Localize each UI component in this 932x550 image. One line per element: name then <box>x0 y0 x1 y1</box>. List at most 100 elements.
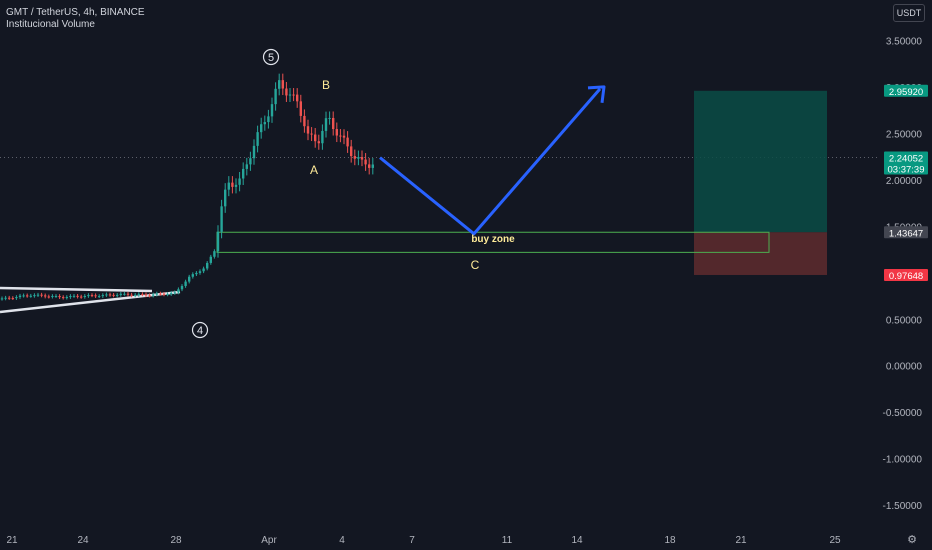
annotation-A: A <box>310 163 318 177</box>
wave-label-wave-5: 5 <box>268 52 274 64</box>
candle-body <box>8 297 11 299</box>
candle-body <box>22 295 25 297</box>
candle-body <box>339 135 342 137</box>
candle-body <box>123 293 126 295</box>
candle-body <box>274 88 277 105</box>
candle-body <box>87 295 90 297</box>
candle-body <box>11 298 14 300</box>
candle-body <box>270 104 274 117</box>
candle-body <box>368 164 371 168</box>
candle-body <box>148 295 151 297</box>
currency-selector[interactable]: USDT <box>893 4 925 22</box>
candle-body <box>234 184 238 187</box>
candle-body <box>263 122 266 125</box>
candle-body <box>281 80 284 89</box>
candle-body <box>130 294 133 296</box>
candle-body <box>116 294 119 296</box>
candle-body <box>0 298 4 300</box>
candle-body <box>252 145 256 159</box>
projection-arrowhead <box>587 85 606 104</box>
candle-body <box>267 116 270 123</box>
candle-body <box>306 126 310 134</box>
candle-body <box>44 295 47 297</box>
wave-label-wave-4: 4 <box>197 325 203 337</box>
candle-body <box>220 206 223 232</box>
candle-body <box>321 130 324 144</box>
candle-body <box>310 133 313 135</box>
settings-gear-icon[interactable]: ⚙ <box>907 534 917 546</box>
y-tick-label: -1.00000 <box>883 455 923 466</box>
candle-body <box>26 295 29 297</box>
indicator-label: Institucional Volume <box>6 19 95 30</box>
candle-body <box>195 272 198 275</box>
x-tick-label: 11 <box>502 535 513 546</box>
candle-body <box>58 296 61 298</box>
candle-body <box>184 281 187 286</box>
trendline-upper <box>0 286 153 293</box>
price-label-bg-stop <box>884 268 928 281</box>
candle-body <box>40 294 43 296</box>
candle-body <box>83 295 86 297</box>
candle-body <box>47 296 50 298</box>
candle-body <box>342 135 346 138</box>
x-tick-label: 7 <box>409 535 415 546</box>
candle-body <box>191 274 194 277</box>
wave-marker-ring <box>262 48 280 66</box>
candle-body <box>324 118 328 131</box>
candle-body <box>296 94 299 102</box>
candle-body <box>242 168 245 179</box>
candle-body <box>90 295 94 297</box>
candle-body <box>54 296 58 298</box>
candle-body <box>4 297 7 299</box>
candle-body <box>108 294 112 296</box>
candle-body <box>332 117 335 130</box>
candle-body <box>36 294 40 296</box>
x-tick-label: 24 <box>77 535 89 546</box>
candle-body <box>94 295 97 297</box>
candle-body <box>317 141 320 144</box>
price-label-bg-target <box>884 84 928 97</box>
price-label-bg-entry <box>884 226 928 239</box>
candle-body <box>357 157 360 159</box>
candle-body <box>112 294 115 296</box>
y-tick-label: 0.50000 <box>886 315 923 326</box>
candle-body <box>18 295 22 298</box>
candle-body <box>231 182 234 187</box>
candle-body <box>285 88 288 96</box>
candle-body <box>371 164 374 168</box>
symbol-title: GMT / TetherUS, 4h, BINANCE <box>6 7 145 18</box>
candle-body <box>159 293 162 295</box>
candle-body <box>134 294 137 296</box>
candle-body <box>69 295 72 298</box>
x-tick-label: 4 <box>339 535 345 546</box>
candle-body <box>299 101 302 116</box>
candle-body <box>360 157 364 160</box>
candle-body <box>33 295 36 297</box>
candle-body <box>180 285 184 290</box>
candle-body <box>105 294 108 296</box>
y-tick-label: 0.00000 <box>886 362 923 373</box>
y-tick-label: 2.00000 <box>886 176 923 187</box>
candle-body <box>224 189 227 207</box>
candle-body <box>119 293 122 295</box>
x-tick-label: 14 <box>571 535 583 546</box>
candle-body <box>98 296 101 298</box>
candle-body <box>278 80 281 89</box>
price-label-countdown: 03:37:39 <box>888 165 925 176</box>
price-label-bg-current <box>884 151 928 164</box>
x-tick-label: 21 <box>735 535 747 546</box>
candle-body <box>80 296 83 298</box>
candle-body <box>227 182 230 190</box>
candle-body <box>206 262 209 269</box>
x-tick-label: 21 <box>6 535 18 546</box>
x-tick-label: 28 <box>170 535 182 546</box>
target-zone <box>694 90 827 233</box>
candle-body <box>177 289 180 293</box>
candle-body <box>198 271 202 273</box>
candle-body <box>202 268 205 272</box>
wave-marker-ring <box>191 321 209 339</box>
projection-path <box>379 87 602 236</box>
annotation-buy-zone: buy zone <box>471 234 515 245</box>
